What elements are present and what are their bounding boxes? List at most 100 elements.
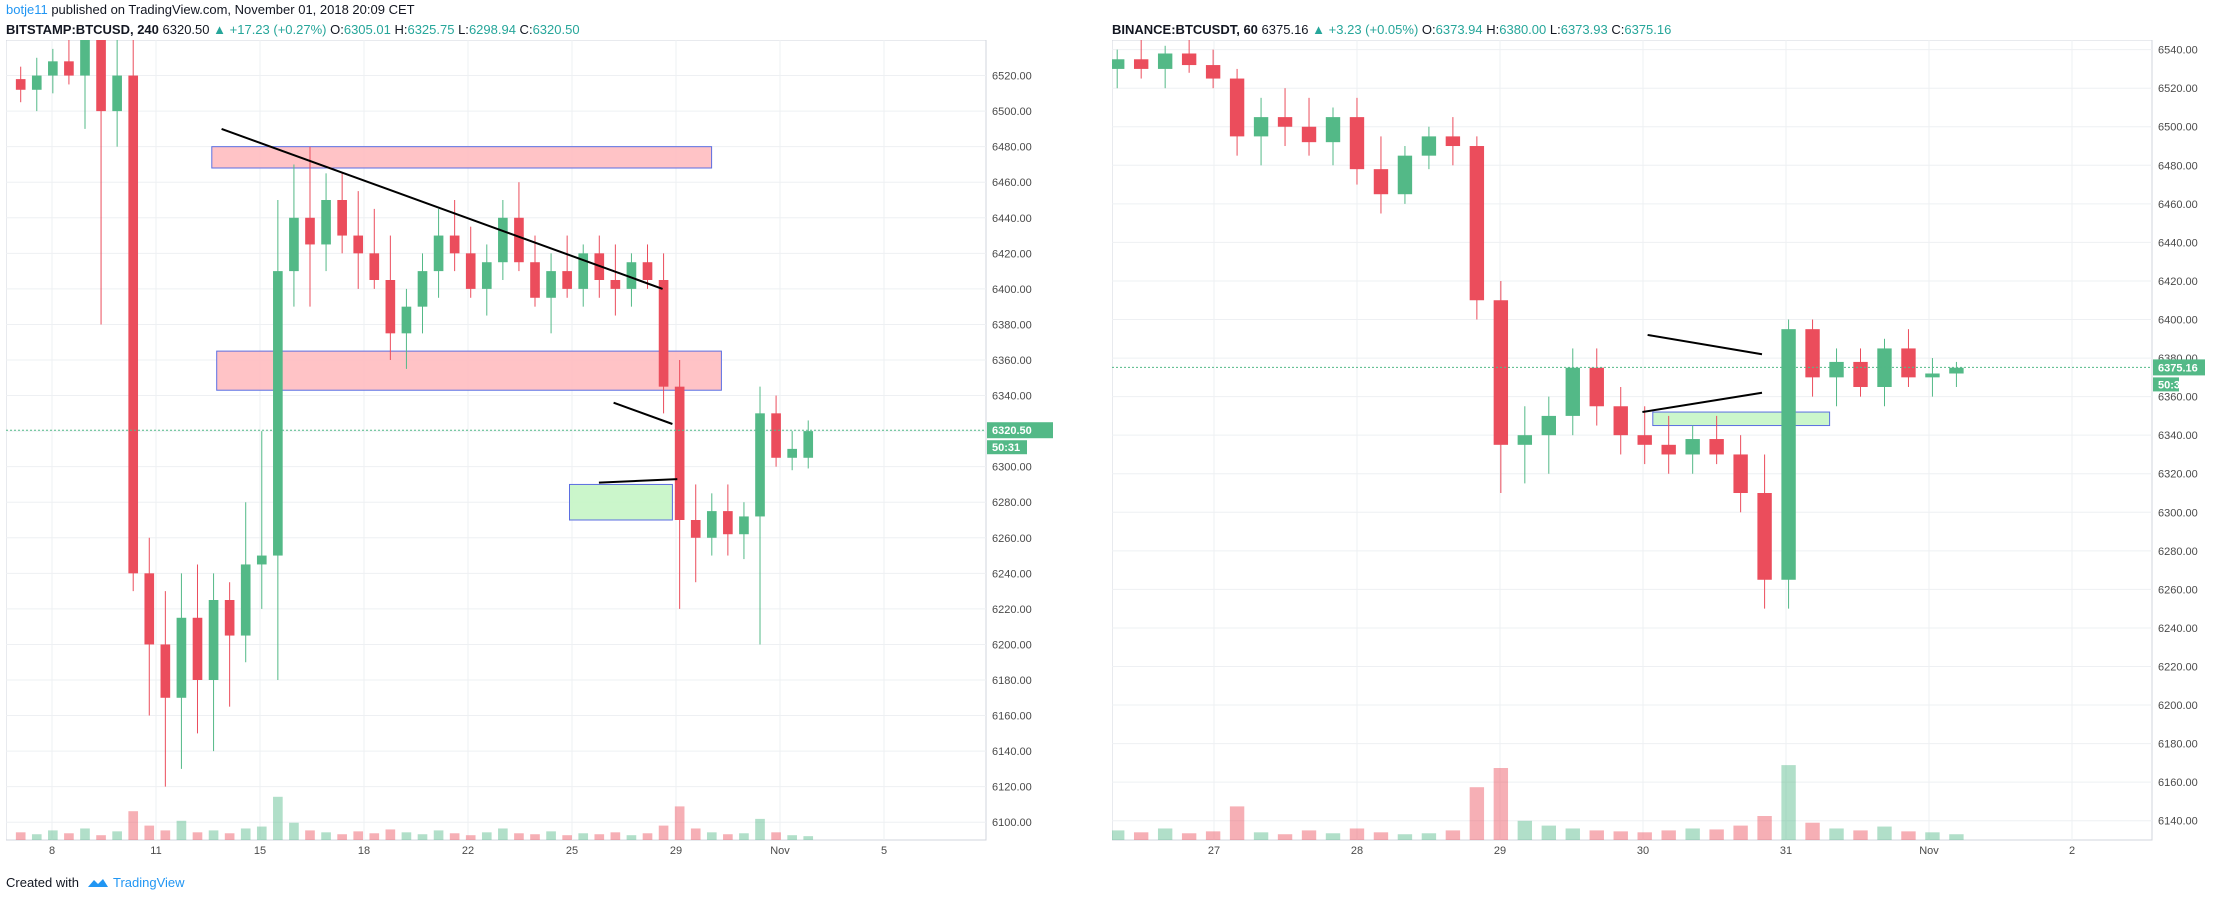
candle-body — [626, 262, 637, 289]
candle-body — [305, 217, 315, 245]
candle-body — [1112, 59, 1125, 69]
support-zone — [216, 350, 722, 391]
x-tick-label: 27 — [1208, 845, 1220, 857]
volume-bar — [739, 833, 749, 840]
x-tick-label: 25 — [566, 845, 578, 857]
volume-bar — [723, 834, 733, 840]
y-tick-label: 6500.00 — [2158, 122, 2198, 134]
candle-body — [48, 61, 58, 76]
y-tick-label: 6200.00 — [992, 639, 1032, 651]
volume-bar — [160, 830, 171, 840]
candle-body — [15, 79, 26, 90]
candle-body — [1949, 367, 1964, 374]
y-tick-label: 6120.00 — [992, 782, 1032, 794]
y-tick-label: 6180.00 — [992, 675, 1032, 687]
tradingview-link[interactable]: TradingView — [87, 875, 185, 890]
candle-body — [96, 40, 106, 112]
candle-body — [1421, 136, 1437, 156]
volume-bar — [112, 831, 122, 840]
volume-bar — [369, 833, 380, 840]
left-chart-header: BITSTAMP:BTCUSD, 240 6320.50 ▲ +17.23 (+… — [6, 22, 580, 37]
candle-body — [1805, 329, 1820, 378]
volume-bar — [1325, 833, 1341, 840]
author-name[interactable]: botje11 — [6, 2, 48, 17]
volume-bar — [1229, 806, 1245, 840]
volume-bar — [240, 828, 251, 840]
right-last-price: 6375.16 — [1261, 22, 1309, 37]
y-tick-label: 6360.00 — [992, 355, 1032, 367]
y-tick-label: 6180.00 — [2158, 739, 2198, 751]
y-tick-label: 6220.00 — [2158, 662, 2198, 674]
volume-bar — [1157, 828, 1173, 840]
candle-body — [1517, 435, 1533, 445]
volume-bar — [128, 811, 139, 840]
x-tick-label: 30 — [1637, 845, 1649, 857]
candle-body — [690, 520, 701, 538]
candle-body — [1709, 439, 1724, 455]
plot-area — [6, 40, 987, 841]
y-tick-label: 6460.00 — [992, 177, 1032, 189]
candle-body — [1901, 348, 1916, 378]
volume-bar — [1112, 830, 1125, 840]
volume-bar — [1589, 830, 1604, 840]
countdown-tag — [987, 440, 1027, 455]
y-tick-label: 6500.00 — [992, 106, 1032, 118]
right-symbol: BINANCE:BTCUSDT, 60 — [1112, 22, 1258, 37]
volume-bar — [1637, 832, 1652, 840]
volume-bar — [224, 833, 235, 840]
candle-body — [449, 235, 460, 254]
candle-body — [337, 200, 347, 236]
trendline — [598, 478, 678, 484]
volume-bar — [690, 828, 701, 840]
volume-bar — [1541, 825, 1556, 840]
candle-body — [1229, 78, 1245, 137]
left-low: 6298.94 — [468, 22, 516, 37]
volume-bar — [1757, 816, 1772, 840]
volume-bar — [256, 826, 267, 840]
candle-body — [1925, 373, 1940, 378]
candle-body — [112, 75, 122, 112]
left-close: 6320.50 — [532, 22, 580, 37]
candle-body — [321, 200, 331, 245]
y-tick-label: 6400.00 — [992, 284, 1032, 296]
volume-bar — [530, 834, 540, 840]
left-candlestick-chart[interactable]: 6100.00 6120.00 6140.00 6160.00 6180.00 6200.… — [6, 40, 1056, 860]
publish-line: botje11 published on TradingView.com, No… — [6, 2, 415, 17]
y-tick-label: 6220.00 — [992, 604, 1032, 616]
volume-bar — [481, 832, 492, 840]
candle-body — [1277, 117, 1293, 127]
volume-bar — [1829, 828, 1844, 840]
volume-bar — [1397, 834, 1413, 840]
created-with-label: Created with — [6, 875, 79, 890]
y-tick-label: 6300.00 — [992, 462, 1032, 474]
y-tick-label: 6520.00 — [2158, 83, 2198, 95]
candle-body — [31, 75, 42, 90]
candle-body — [1781, 329, 1796, 580]
candle-body — [1373, 169, 1389, 195]
y-tick-label: 6420.00 — [992, 248, 1032, 260]
candle-body — [1565, 367, 1580, 416]
y-tick-label: 6540.00 — [2158, 45, 2198, 57]
volume-bar — [1373, 832, 1389, 840]
candle-body — [1589, 367, 1604, 407]
trendline — [1647, 333, 1763, 356]
right-high: 6380.00 — [1499, 22, 1547, 37]
x-tick-label: Nov — [1919, 845, 1939, 857]
candle-body — [1133, 59, 1149, 69]
candle-body — [176, 617, 187, 698]
left-change: +17.23 (+0.27%) — [229, 22, 327, 37]
candle-body — [1445, 136, 1461, 147]
volume-bar — [1565, 828, 1580, 840]
y-tick-label: 6360.00 — [2158, 392, 2198, 404]
volume-bar — [642, 833, 653, 840]
candle-body — [1853, 361, 1868, 387]
y-tick-label: 6240.00 — [2158, 623, 2198, 635]
volume-bar — [353, 831, 364, 840]
volume-bar — [514, 833, 524, 840]
volume-bar — [176, 820, 187, 840]
right-candlestick-chart[interactable]: 6140.00 6160.00 6180.00 6200.00 6220.00 6240.… — [1112, 40, 2208, 860]
volume-bar — [1661, 830, 1676, 840]
candle-body — [369, 253, 380, 280]
volume-bar — [1517, 820, 1533, 840]
left-high: 6325.75 — [407, 22, 455, 37]
